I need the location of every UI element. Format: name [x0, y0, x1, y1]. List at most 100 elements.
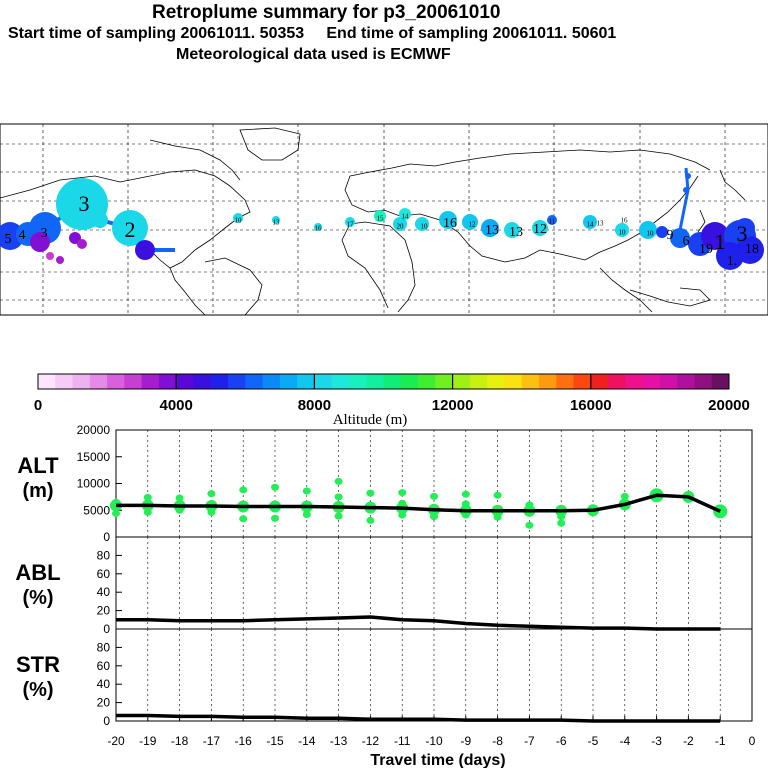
trajectory-marker	[716, 242, 744, 270]
trajectory-label: 17	[347, 221, 355, 229]
y-axis-label: (%)	[22, 679, 53, 701]
colorbar-swatch	[193, 374, 212, 389]
y-axis-label: (m)	[22, 480, 53, 502]
trajectory-label: 11	[549, 218, 556, 226]
colorbar-swatch	[210, 374, 229, 389]
trajectory-label: 10	[235, 217, 243, 225]
time-series-panels: 05000100001500020000ALT(m)020406080ABL(%…	[15, 423, 755, 768]
x-axis-label: Travel time (days)	[370, 752, 505, 768]
trajectory-label: 4	[19, 228, 26, 243]
trajectory-label: 16	[443, 216, 457, 231]
colorbar-swatch	[642, 374, 661, 389]
trajectory-marker	[615, 223, 629, 237]
trajectory-marker	[30, 232, 50, 252]
colorbar-tick-label: 8000	[298, 397, 331, 414]
scatter-point	[461, 490, 470, 498]
x-tick-label: -3	[651, 734, 662, 748]
colorbar-swatch	[435, 374, 453, 389]
trajectory-marker	[462, 214, 478, 230]
colorbar-swatch	[400, 374, 419, 389]
x-tick-label: -12	[362, 734, 380, 748]
colorbar-swatch	[72, 374, 91, 389]
trajectory-marker	[504, 222, 520, 238]
colorbar-title: Altitude (m)	[333, 412, 408, 428]
trajectory-marker	[670, 228, 690, 248]
x-tick-label: -10	[425, 734, 443, 748]
series-line	[116, 493, 721, 513]
colorbar-frame	[37, 373, 730, 390]
colorbar-tick-label: 4000	[160, 397, 193, 414]
scatter-point	[430, 492, 438, 500]
x-tick-label: -1	[715, 734, 726, 748]
y-axis-label: ABL	[15, 560, 60, 585]
y-tick-label: 5000	[83, 503, 110, 517]
scatter-point	[334, 493, 343, 501]
colorbar-tick-label: 0	[34, 397, 42, 414]
scatter-point	[271, 483, 279, 491]
y-tick-label: 40	[97, 585, 111, 599]
colorbar-swatch	[245, 374, 263, 389]
page-title: Retroplume summary for p3_20061010	[152, 2, 501, 23]
colorbar-swatch	[556, 374, 574, 389]
trajectory-label: 20	[397, 223, 405, 231]
trajectory-label: 14	[402, 213, 410, 221]
trajectory-label: 13	[597, 220, 605, 228]
colorbar-swatch	[608, 374, 626, 389]
colorbar-swatch	[452, 374, 471, 389]
trajectory-marker	[583, 215, 597, 229]
scatter-point	[493, 491, 502, 499]
trajectory-marker	[735, 218, 755, 238]
map-graticule	[0, 124, 768, 315]
x-tick-label: -20	[107, 734, 125, 748]
colorbar-tick-label: 20000	[708, 397, 750, 414]
x-tick-label: -11	[394, 734, 411, 748]
colorbar-swatch	[176, 374, 194, 389]
y-tick-label: 20	[97, 696, 111, 710]
altitude-colorbar: 0 4000 8000 12000 16000 20000	[34, 373, 750, 414]
trajectory-label: 10	[619, 229, 627, 237]
colorbar-swatch	[694, 374, 713, 389]
x-tick-label: -9	[460, 734, 471, 748]
trajectory-label: 5	[5, 232, 12, 247]
trajectory-marker	[233, 213, 243, 223]
colorbar-swatch	[538, 374, 557, 389]
x-tick-label: -15	[266, 734, 284, 748]
coastlines	[0, 127, 746, 316]
trajectory-label: 13	[509, 225, 523, 240]
trajectory-label: 3	[79, 191, 90, 216]
trajectory-label: 16	[315, 225, 323, 233]
trajectory-marker	[374, 210, 386, 222]
series-line	[116, 615, 721, 631]
trajectory-marker	[46, 252, 54, 260]
trajectory-marker	[56, 256, 64, 264]
scatter-point	[143, 493, 152, 501]
y-tick-label: 60	[97, 567, 111, 581]
colorbar-swatch	[573, 374, 592, 389]
trajectory-label: 13	[485, 223, 499, 238]
trajectory-label: 3	[737, 221, 748, 246]
x-tick-label: -17	[203, 734, 221, 748]
colorbar-swatch	[469, 374, 488, 389]
colorbar-swatch	[279, 374, 298, 389]
y-tick-label: 0	[103, 530, 110, 544]
colorbar-swatch	[314, 374, 333, 389]
trajectory-label: 18	[745, 242, 759, 257]
colorbar-swatch	[38, 374, 56, 389]
x-tick-label: -7	[524, 734, 535, 748]
trajectory-label: 12	[469, 221, 477, 229]
y-tick-label: 0	[103, 622, 110, 636]
x-tick-label: -19	[139, 734, 157, 748]
trajectory-marker	[439, 211, 457, 229]
met-data-line: Meteorological data used is ECMWF	[176, 46, 451, 63]
y-tick-label: 0	[103, 714, 110, 728]
scatter-point	[175, 494, 184, 502]
series-line	[116, 713, 721, 723]
trajectory-marker	[481, 219, 499, 237]
trajectory-label: 9	[667, 228, 674, 243]
colorbar-swatch	[348, 374, 367, 389]
colorbar-swatch	[487, 374, 505, 389]
scatter-point	[239, 486, 248, 494]
colorbar-swatch	[590, 374, 609, 389]
